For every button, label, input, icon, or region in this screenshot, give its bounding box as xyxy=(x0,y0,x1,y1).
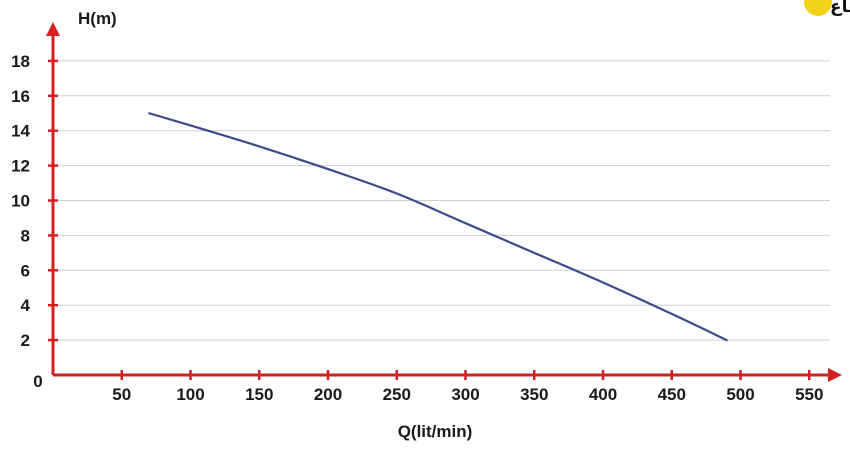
x-tick-label-150: 150 xyxy=(245,385,273,404)
y-tick-label-16: 16 xyxy=(11,87,30,106)
y-tick-label-12: 12 xyxy=(11,157,30,176)
x-axis-arrow-icon xyxy=(828,368,842,382)
y-tick-label-2: 2 xyxy=(21,331,30,350)
chart-title: منحنی میزان آبدهی - ارتفاع xyxy=(830,0,850,17)
tick-labels: 50 100 150 200 250 300 350 400 450 500 550 2 4 6 8 10 12… xyxy=(11,52,823,404)
y-tick-label-14: 14 xyxy=(11,122,30,141)
y-tick-label-8: 8 xyxy=(21,226,30,245)
chart-title-group: منحنی میزان آبدهی - ارتفاع xyxy=(804,0,850,17)
x-tick-label-50: 50 xyxy=(112,385,131,404)
x-tick-label-450: 450 xyxy=(658,385,686,404)
grid-lines xyxy=(53,60,830,341)
x-tick-label-350: 350 xyxy=(520,385,548,404)
origin-label: 0 xyxy=(33,372,42,391)
data-series xyxy=(148,112,728,342)
x-tick-label-250: 250 xyxy=(383,385,411,404)
x-tick-label-300: 300 xyxy=(451,385,479,404)
y-tick-label-18: 18 xyxy=(11,52,30,71)
axes xyxy=(46,22,842,382)
series-line-0 xyxy=(148,112,728,342)
y-axis-arrow-icon xyxy=(46,22,60,36)
x-axis-title: Q(lit/min) xyxy=(398,422,473,441)
x-tick-label-200: 200 xyxy=(314,385,342,404)
x-tick-label-500: 500 xyxy=(726,385,754,404)
x-tick-label-100: 100 xyxy=(176,385,204,404)
y-tick-label-10: 10 xyxy=(11,192,30,211)
y-tick-label-4: 4 xyxy=(21,296,31,315)
x-tick-label-550: 550 xyxy=(795,385,823,404)
x-tick-label-400: 400 xyxy=(589,385,617,404)
y-axis-title: H(m) xyxy=(78,9,117,28)
title-badge-icon xyxy=(804,0,832,16)
axis-ticks xyxy=(48,59,811,380)
y-tick-label-6: 6 xyxy=(21,261,30,280)
